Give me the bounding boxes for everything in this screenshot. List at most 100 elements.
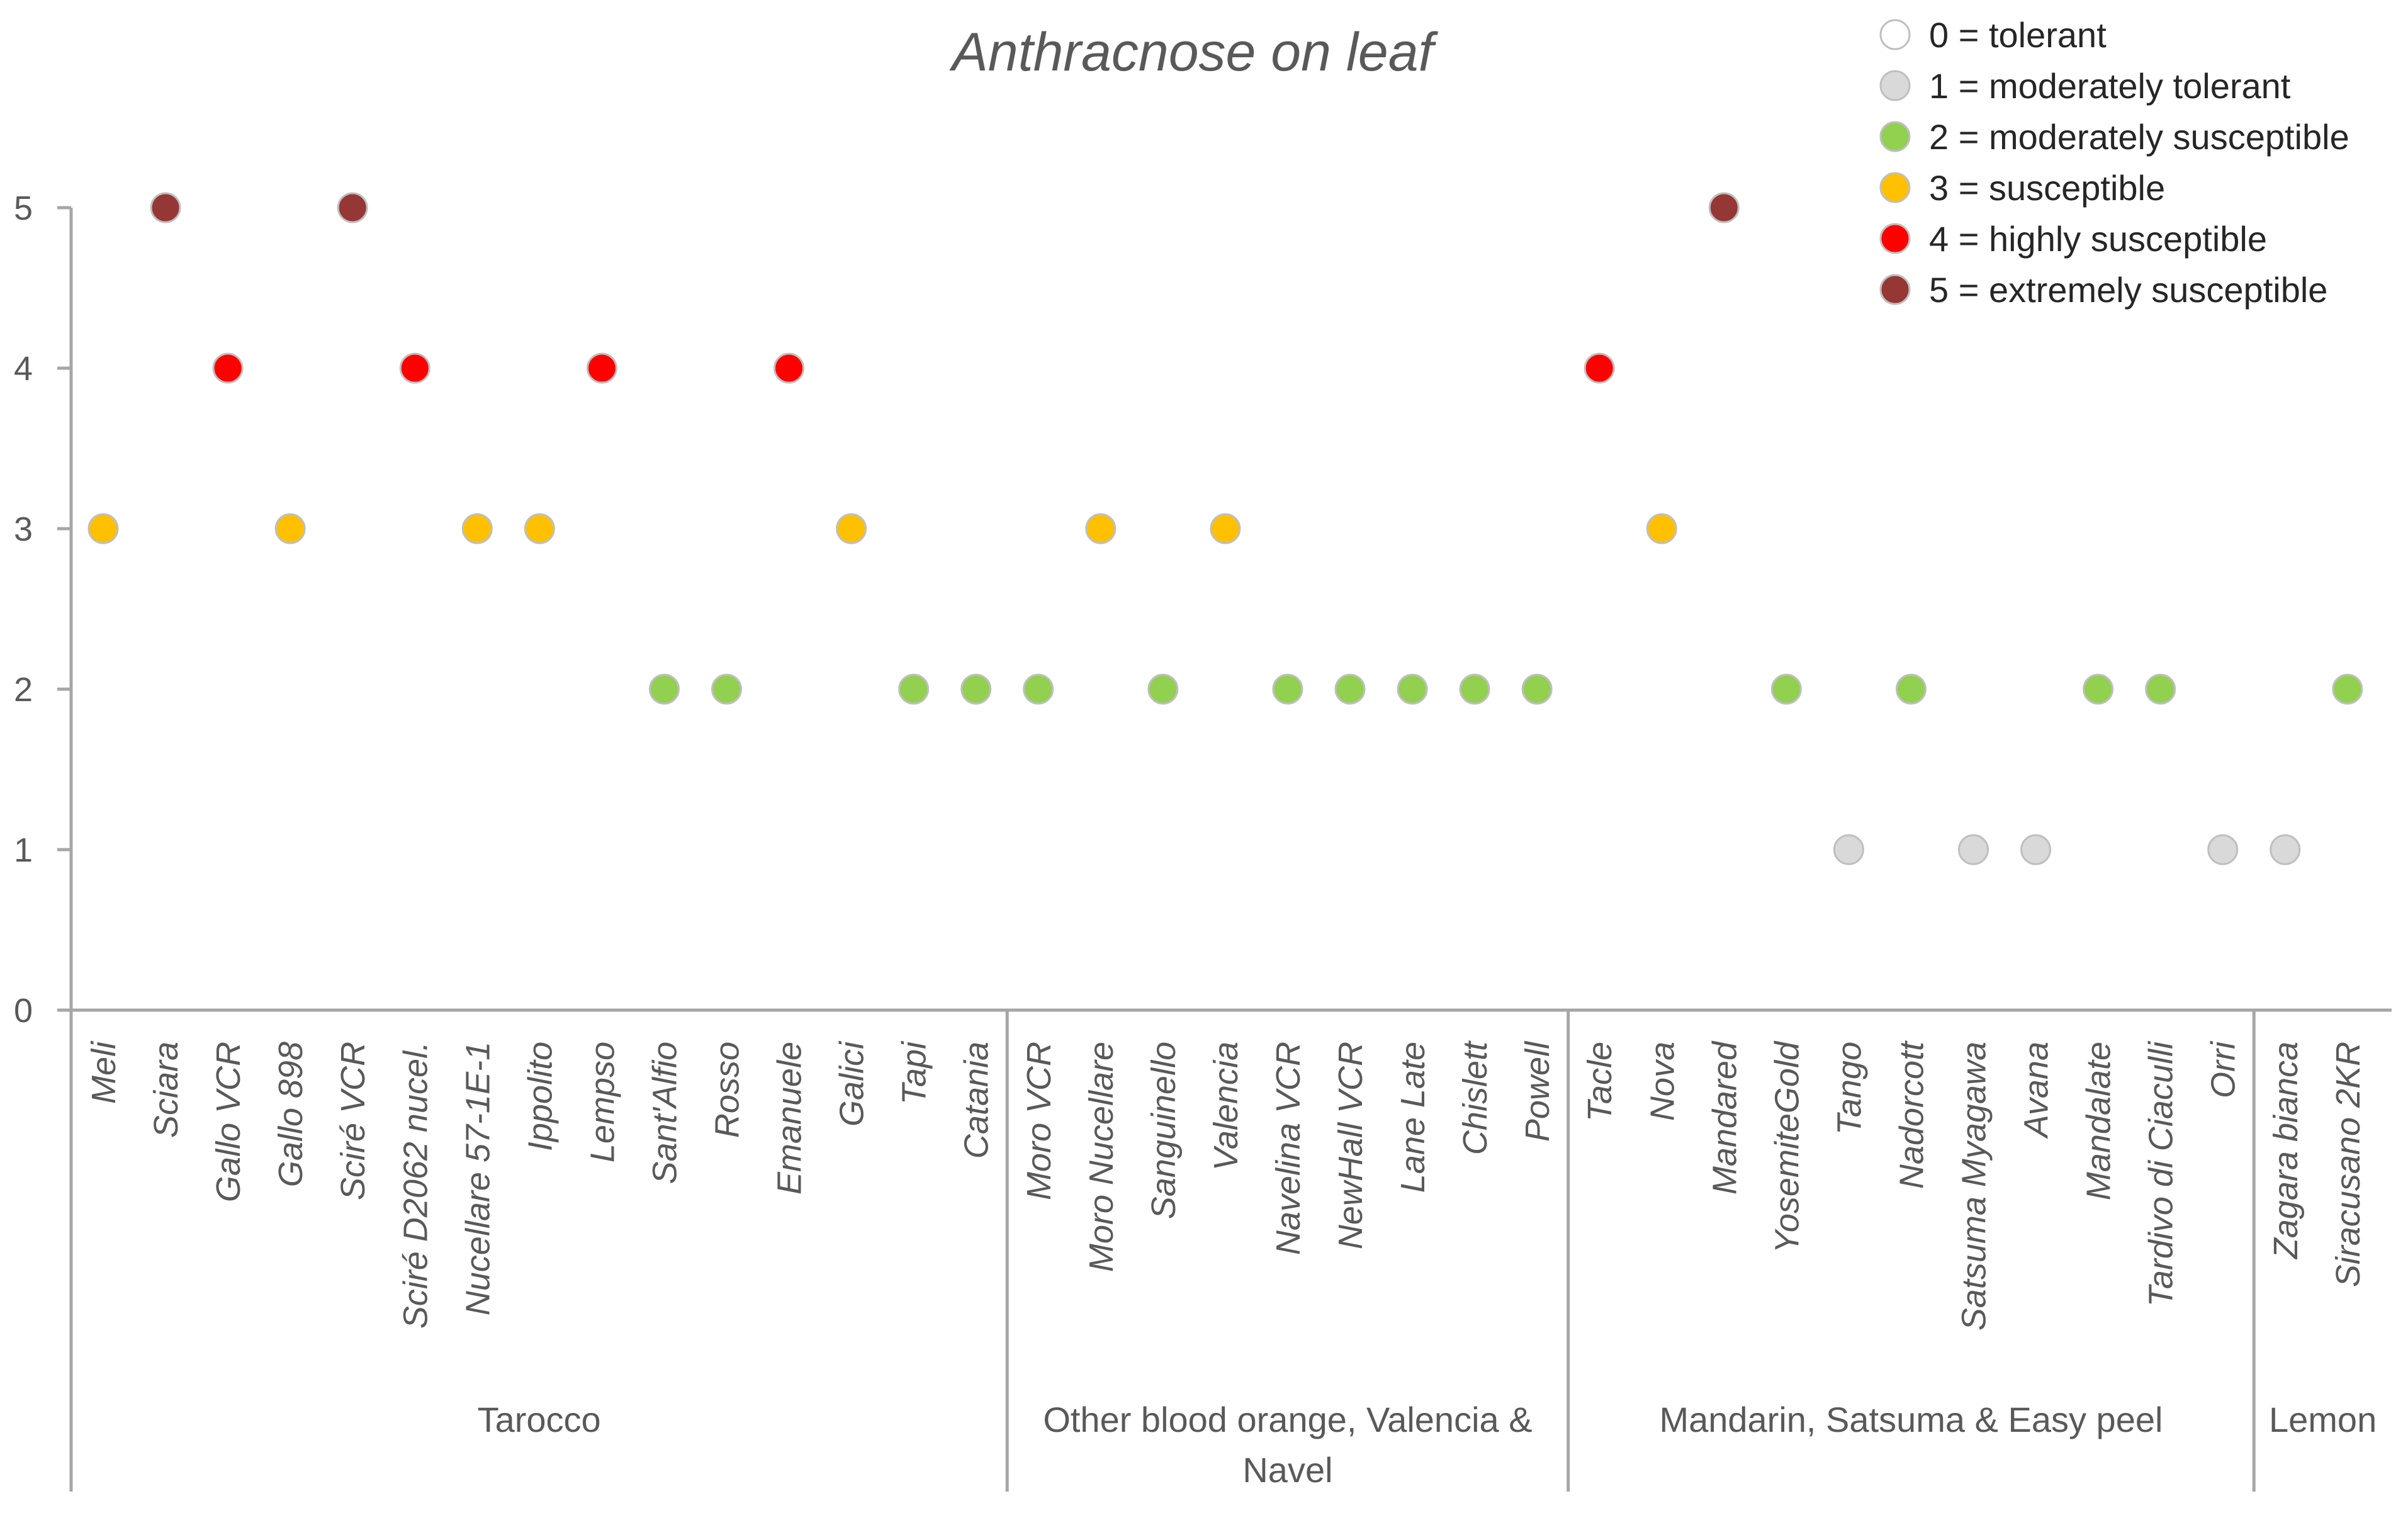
data-point [2207,834,2239,865]
legend-marker [1879,172,1911,203]
x-tick-label: Moro Nucellare [1083,1042,1120,1272]
legend-label: 2 = moderately susceptible [1929,117,2349,157]
data-point [1646,513,1677,544]
x-tick-label: Lane Late [1394,1042,1432,1193]
data-points [87,192,2363,865]
x-tick-label: Powell [1519,1040,1556,1142]
x-tick-label: Zagara bianca [2267,1042,2305,1260]
y-tick-label: 2 [14,671,33,709]
x-tick-label: NewHall VCR [1332,1042,1370,1249]
legend-label: 3 = susceptible [1929,168,2165,208]
data-point [399,352,430,384]
x-tick-label: Moro VCR [1020,1042,1058,1200]
data-point [1085,513,1117,544]
x-tick-label: Avana [2018,1042,2056,1139]
x-tick-label: Mandalate [2080,1042,2118,1200]
legend-marker [1879,121,1911,152]
data-point [648,673,680,705]
data-point [2332,673,2363,705]
x-tick-label: Meli [85,1040,123,1104]
data-point [212,352,244,384]
x-tick-label: Sanguinello [1145,1042,1183,1219]
data-point [1958,834,1989,865]
data-point [87,513,119,544]
data-point [1833,834,1864,865]
data-point [2145,673,2176,705]
x-tick-label: Catania [958,1042,996,1159]
data-point [1397,673,1428,705]
x-tick-label: Tapi [896,1040,933,1105]
data-point [2020,834,2052,865]
x-tick-label: Nucellare 57-1E-1 [459,1042,497,1315]
y-tick-label: 4 [14,350,33,388]
legend-marker [1879,274,1911,305]
data-point [1147,673,1179,705]
x-tick-label: Nova [1643,1042,1681,1121]
x-tick-label: Mandared [1706,1040,1743,1195]
data-point [2270,834,2301,865]
legend-label: 1 = moderately tolerant [1929,66,2291,106]
group-label: Other blood orange, Valencia & [1043,1400,1532,1439]
x-tick-label: Sciré D2062 nucel. [397,1042,434,1329]
y-tick-label: 5 [14,189,33,227]
x-tick-label: Navelina VCR [1269,1042,1307,1255]
data-point [1210,513,1241,544]
x-tick-label: Sant'Alfio [646,1042,684,1184]
group-label: Navel [1242,1450,1332,1490]
x-tick-label: Chislett [1456,1040,1494,1155]
x-tick-label: Sciara [147,1042,185,1138]
x-tick-label: Sciré VCR [334,1042,372,1200]
data-point [150,192,181,223]
data-point [711,673,742,705]
data-point [898,673,930,705]
legend-label: 5 = extremely susceptible [1929,270,2327,310]
x-tick-label: Siracusano 2KR [2329,1042,2367,1287]
x-tick-label: Nadorcott [1893,1040,1930,1189]
legend-label: 0 = tolerant [1929,15,2107,55]
x-tick-label: Tardivo di Ciaculli [2142,1040,2180,1307]
data-point [1459,673,1490,705]
data-point [1272,673,1303,705]
x-tick-label: Emanuele [771,1042,809,1195]
x-tick-label: Gallo 898 [272,1042,310,1187]
legend-marker [1879,223,1911,254]
data-point [2083,673,2114,705]
x-tick-label: Valencia [1207,1042,1245,1171]
legend-marker [1879,19,1911,50]
y-tick-labels: 0 1 2 3 4 5 [14,189,33,1030]
data-point [274,513,306,544]
group-label: Tarocco [478,1400,601,1439]
data-point [1770,673,1802,705]
x-tick-label: YosemiteGold [1768,1040,1806,1253]
data-point [1521,673,1553,705]
x-tick-label: Ippolito [521,1042,559,1151]
data-point [1584,352,1615,384]
data-point [1708,192,1740,223]
data-point [1334,673,1366,705]
x-tick-label: Tacle [1581,1042,1619,1122]
legend-marker [1879,70,1911,101]
legend: 0 = tolerant 1 = moderately tolerant 2 = m… [1879,15,2349,310]
x-tick-label: Orri [2205,1040,2242,1098]
data-point [1895,673,1927,705]
legend-label: 4 = highly susceptible [1929,219,2267,259]
x-tick-label: Satsuma Myagawa [1955,1042,1993,1330]
x-tick-label: Galici [833,1040,871,1127]
data-point [960,673,992,705]
chart-title: Anthracnose on leaf [949,22,1439,82]
x-tick-label: Rosso [709,1042,746,1138]
data-point [1023,673,1054,705]
data-point [461,513,493,544]
x-tick-label: Gallo VCR [210,1042,247,1202]
data-point [524,513,555,544]
x-tick-label: Tango [1830,1042,1868,1135]
data-point [774,352,805,384]
group-labels: Tarocco Other blood orange, Valencia & Nav… [478,1400,2377,1490]
data-point [836,513,867,544]
x-tick-label: Lempso [583,1042,621,1162]
group-label: Lemon [2269,1400,2377,1439]
data-point [586,352,617,384]
y-tick-label: 1 [14,831,33,869]
group-label: Mandarin, Satsuma & Easy peel [1659,1400,2163,1439]
